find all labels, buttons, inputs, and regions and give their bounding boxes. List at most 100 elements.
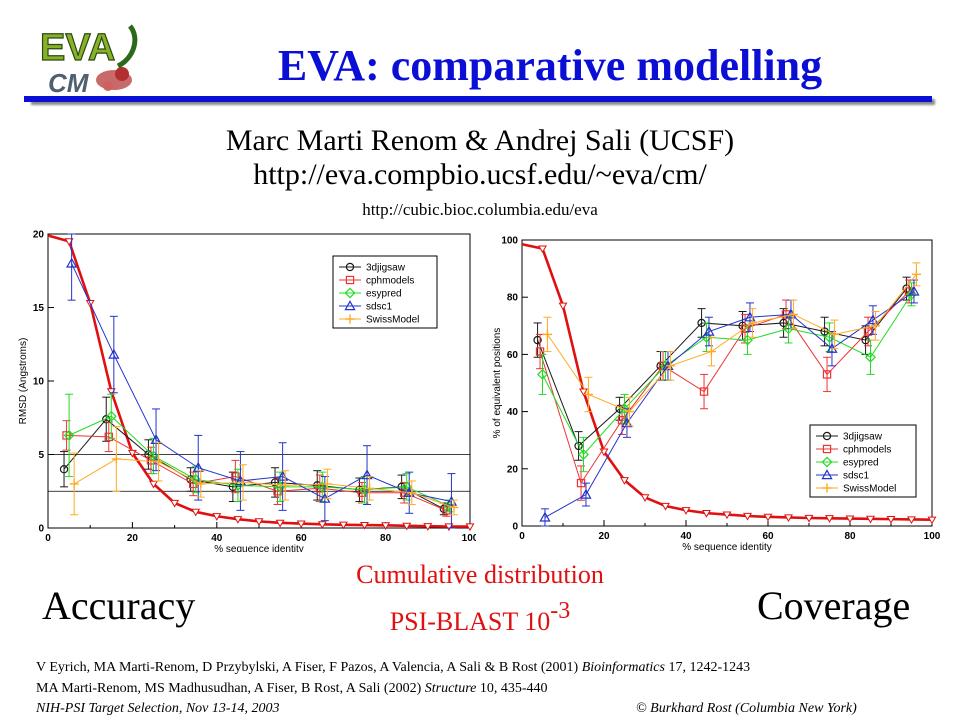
accuracy-y-tick-label: 20 [33, 230, 45, 241]
coverage-y-tick-label: 20 [507, 464, 519, 475]
accuracy-x-tick-label: 80 [380, 533, 392, 544]
accuracy-cumulative-point [106, 388, 116, 396]
psiblast-exponent: -3 [550, 598, 571, 624]
coverage-legend-marker [822, 483, 832, 493]
coverage-legend-marker [822, 444, 832, 454]
coverage-x-tick-label: 100 [924, 531, 941, 542]
accuracy-legend-marker [344, 287, 356, 299]
coverage-data-point [865, 351, 876, 363]
accuracy-data-point [186, 475, 195, 484]
accuracy-series-line [66, 434, 447, 511]
accuracy-data-point [190, 474, 202, 485]
coverage-data-point [783, 323, 794, 335]
authors-line: Marc Marti Renom & Andrej Sali (UCSF) [225, 124, 735, 157]
accuracy-data-point [150, 433, 162, 444]
coverage-data-point [829, 329, 840, 339]
coverage-cumulative-point [886, 516, 896, 524]
coverage-cumulative-point [866, 515, 875, 524]
coverage-data-point [740, 324, 750, 333]
accuracy-cumulative-point [296, 520, 306, 529]
coverage-legend-label: esypred [843, 458, 879, 469]
accuracy-x-tick-label: 40 [211, 533, 223, 544]
accuracy-data-point [407, 488, 417, 498]
footer-copyright: © Burkhard Rost (Columbia New York) [636, 701, 857, 716]
coverage-data-point [542, 329, 553, 339]
coverage-cumulative-point [927, 516, 937, 525]
accuracy-cumulative-point [317, 521, 327, 529]
ref2-authors: MA Marti-Renom, MS Madhusudhan, A Fiser,… [36, 681, 422, 696]
coverage-x-tick-label: 60 [762, 531, 774, 542]
accuracy-x-axis-label: % sequence identity [214, 544, 304, 552]
accuracy-data-point [66, 257, 78, 268]
accuracy-data-point [148, 450, 159, 462]
accuracy-chart: 0 20 40 60 80 100 0 5 10 15 20 % sequence identity R… [18, 230, 476, 553]
coverage-legend-label: cphmodels [843, 445, 891, 456]
accuracy-legend-marker [345, 262, 355, 272]
accuracy-series-SwissModel [69, 426, 459, 516]
coverage-cumulative-point [620, 477, 629, 485]
coverage-cumulative-point [845, 515, 855, 524]
ref1-journal: Bioinformatics [581, 660, 665, 675]
primary-url[interactable]: http://eva.compbio.ucsf.edu/~eva/cm/ [253, 158, 707, 191]
coverage-y-tick-label: 40 [507, 407, 519, 418]
accuracy-legend-label: 3djigsaw [366, 263, 406, 274]
accuracy-data-point [364, 483, 375, 493]
coverage-data-point [578, 449, 589, 460]
page-title: EVA: comparative modelling [277, 41, 823, 90]
accuracy-data-point [69, 479, 79, 489]
coverage-y-axis-label: % of equivalent positions [492, 328, 503, 439]
secondary-url[interactable]: http://cubic.bioc.columbia.edu/eva [362, 200, 598, 219]
coverage-y-tick-label: 80 [507, 293, 519, 304]
coverage-legend-marker [822, 431, 832, 441]
coverage-cumulative-point [558, 302, 568, 311]
coverage-cumulative-point [804, 514, 814, 523]
accuracy-series-line [68, 415, 450, 507]
coverage-data-point [699, 387, 709, 396]
accuracy-label: Accuracy [42, 583, 196, 628]
coverage-x-tick-label: 80 [844, 531, 856, 542]
accuracy-data-point [105, 410, 117, 422]
reference-1: V Eyrich, MA Marti-Renom, D Przybylski, … [36, 660, 750, 676]
logo-eva-text: EVA [40, 27, 115, 69]
coverage-legend-label: 3djigsaw [843, 432, 883, 443]
coverage-y-tick-label: 0 [512, 522, 518, 533]
accuracy-data-point [442, 506, 451, 515]
coverage-cumulative-point [784, 514, 793, 523]
coverage-data-point [660, 360, 671, 372]
accuracy-legend-marker [345, 314, 355, 324]
accuracy-cumulative-point [402, 522, 412, 531]
accuracy-legend-label: sdsc1 [366, 302, 393, 313]
accuracy-x-tick-label: 0 [45, 533, 51, 544]
accuracy-cumulative-point [465, 523, 475, 532]
accuracy-data-point [273, 487, 282, 496]
coverage-cumulative-point [743, 512, 752, 521]
ref1-authors: V Eyrich, MA Marti-Renom, D Przybylski, … [36, 660, 579, 675]
accuracy-data-point [63, 429, 75, 441]
title-rule [28, 96, 932, 102]
coverage-cumulative-point [763, 513, 773, 522]
coverage-y-tick-label: 60 [507, 350, 519, 361]
coverage-data-point [742, 334, 753, 346]
ref2-details: 10, 435-440 [479, 681, 548, 696]
accuracy-data-point [231, 472, 240, 481]
accuracy-y-tick-label: 10 [33, 377, 45, 388]
accuracy-legend-label: esypred [366, 289, 402, 300]
coverage-x-tick-label: 40 [680, 531, 692, 542]
coverage-data-point [779, 318, 788, 328]
coverage-data-point [624, 407, 635, 417]
coverage-series-line [539, 291, 910, 485]
psiblast-base: PSI-BLAST 10 [389, 607, 551, 636]
coverage-data-point [824, 331, 835, 343]
accuracy-data-point [146, 456, 156, 465]
logo-cm-text: CM [48, 68, 90, 98]
accuracy-data-point [111, 454, 121, 464]
coverage-data-point [537, 368, 548, 380]
coverage-data-point [574, 441, 583, 451]
accuracy-series-line [71, 263, 452, 503]
accuracy-data-point [232, 479, 244, 491]
accuracy-data-point [270, 478, 280, 487]
accuracy-data-point [280, 480, 290, 490]
coverage-data-point [665, 361, 676, 371]
accuracy-cumulative-point [212, 513, 222, 521]
accuracy-data-point [108, 348, 120, 359]
